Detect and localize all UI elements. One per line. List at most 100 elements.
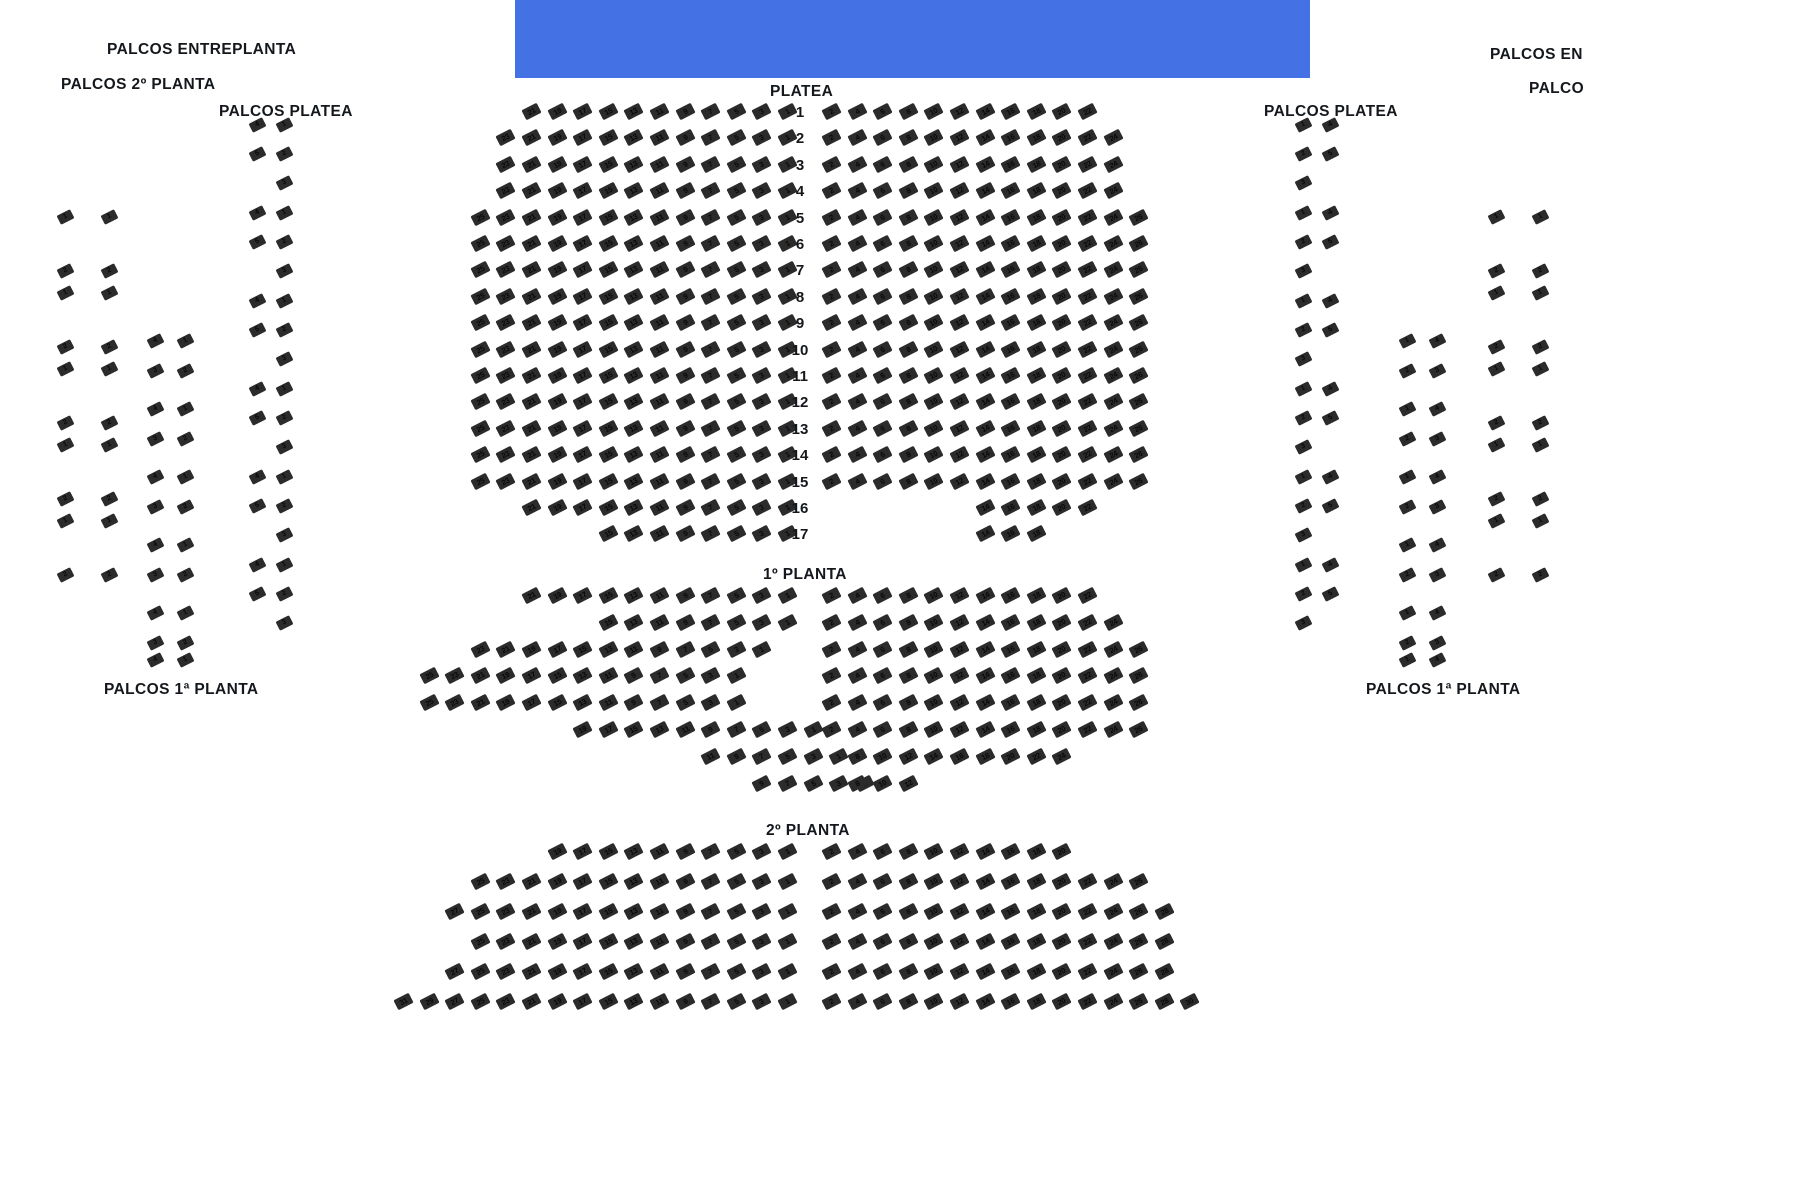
planta2-seat[interactable]: 2 xyxy=(821,842,842,861)
platea-seat[interactable]: 18 xyxy=(1026,261,1047,279)
platea-seat[interactable]: 17 xyxy=(572,393,593,411)
planta2-seat[interactable]: 7 xyxy=(700,992,721,1011)
palco-seat[interactable]: 1 xyxy=(1398,401,1417,417)
platea-seat[interactable]: 3 xyxy=(751,525,772,543)
planta1-seat[interactable]: 13 xyxy=(623,613,644,632)
platea-seat[interactable]: 5 xyxy=(726,208,747,226)
platea-seat[interactable]: 12 xyxy=(949,287,970,306)
planta2-seat[interactable]: 14 xyxy=(975,872,996,891)
palco-seat[interactable]: 4 xyxy=(248,381,267,397)
platea-seat[interactable]: 19 xyxy=(547,234,568,253)
platea-seat[interactable]: 20 xyxy=(1051,340,1072,358)
platea-seat[interactable]: 20 xyxy=(1051,261,1072,279)
planta2-seat[interactable]: 10 xyxy=(923,962,944,981)
platea-seat[interactable]: 23 xyxy=(495,181,516,200)
planta2-seat[interactable]: 12 xyxy=(949,932,970,951)
platea-seat[interactable]: 20 xyxy=(1051,287,1072,306)
platea-seat[interactable]: 19 xyxy=(547,181,568,200)
planta1-seat[interactable]: 18 xyxy=(1026,720,1047,739)
platea-seat[interactable]: 7 xyxy=(700,340,721,358)
platea-seat[interactable]: 5 xyxy=(726,445,747,464)
palco-seat[interactable]: 4 xyxy=(146,652,165,668)
platea-seat[interactable]: 21 xyxy=(521,498,542,517)
platea-seat[interactable]: 17 xyxy=(572,129,593,147)
palco-seat[interactable]: 2 xyxy=(56,491,75,507)
platea-seat[interactable]: 10 xyxy=(923,155,944,174)
palco-seat[interactable]: 2 xyxy=(275,586,294,602)
planta1-seat[interactable]: 7 xyxy=(649,667,670,685)
planta1-seat[interactable]: 12 xyxy=(949,586,970,605)
platea-seat[interactable]: 8 xyxy=(898,393,919,411)
platea-seat[interactable]: 25 xyxy=(470,313,491,332)
planta1-seat[interactable]: 16 xyxy=(949,747,970,766)
planta2-seat[interactable]: 26 xyxy=(1128,962,1149,981)
planta1-seat[interactable]: 9 xyxy=(675,613,696,632)
platea-seat[interactable]: 2 xyxy=(821,313,842,332)
palco-seat[interactable]: 4 xyxy=(248,557,267,573)
platea-seat[interactable]: 17 xyxy=(572,287,593,306)
platea-seat[interactable]: 16 xyxy=(1000,102,1021,121)
planta1-seat[interactable]: 3 xyxy=(726,640,747,658)
planta2-seat[interactable]: 8 xyxy=(898,932,919,951)
platea-seat[interactable]: 13 xyxy=(623,340,644,358)
platea-seat[interactable]: 11 xyxy=(649,393,670,411)
platea-seat[interactable]: 23 xyxy=(495,472,516,490)
platea-seat[interactable]: 10 xyxy=(923,472,944,490)
platea-seat[interactable]: 14 xyxy=(975,340,996,358)
platea-seat[interactable]: 12 xyxy=(949,445,970,464)
platea-seat[interactable]: 18 xyxy=(1026,340,1047,358)
platea-seat[interactable]: 14 xyxy=(975,498,996,517)
planta2-seat[interactable]: 1 xyxy=(777,872,798,891)
platea-seat[interactable]: 5 xyxy=(726,340,747,358)
palco-seat[interactable]: 3 xyxy=(1294,439,1313,455)
platea-seat[interactable]: 19 xyxy=(547,208,568,226)
platea-seat[interactable]: 9 xyxy=(675,234,696,253)
planta1-seat[interactable]: 25 xyxy=(419,667,440,685)
planta1-seat[interactable]: 4 xyxy=(847,613,868,632)
platea-seat[interactable]: 24 xyxy=(1103,419,1124,438)
platea-seat[interactable]: 3 xyxy=(751,393,772,411)
planta1-seat[interactable]: 5 xyxy=(675,693,696,712)
palco-seat[interactable]: 1 xyxy=(275,557,294,573)
platea-seat[interactable]: 19 xyxy=(547,340,568,358)
platea-seat[interactable]: 4 xyxy=(847,102,868,121)
planta1-seat[interactable]: 17 xyxy=(521,667,542,685)
platea-seat[interactable]: 12 xyxy=(949,472,970,490)
planta2-seat[interactable]: 11 xyxy=(649,902,670,921)
planta1-seat[interactable]: 1 xyxy=(777,586,798,605)
platea-seat[interactable]: 2 xyxy=(821,393,842,411)
platea-seat[interactable]: 6 xyxy=(872,445,893,464)
platea-seat[interactable]: 13 xyxy=(623,181,644,200)
planta2-seat[interactable]: 6 xyxy=(872,992,893,1011)
planta1-seat[interactable]: 4 xyxy=(847,667,868,685)
planta1-seat[interactable]: 19 xyxy=(547,586,568,605)
planta2-seat[interactable]: 28 xyxy=(1154,962,1175,981)
platea-seat[interactable]: 3 xyxy=(751,419,772,438)
platea-seat[interactable]: 20 xyxy=(1051,181,1072,200)
platea-seat[interactable]: 14 xyxy=(975,181,996,200)
planta2-seat[interactable]: 21 xyxy=(521,902,542,921)
palco-seat[interactable]: 2 xyxy=(176,635,195,651)
platea-seat[interactable]: 21 xyxy=(521,234,542,253)
planta1-seat[interactable]: 6 xyxy=(872,613,893,632)
platea-seat[interactable]: 4 xyxy=(847,419,868,438)
platea-seat[interactable]: 15 xyxy=(598,287,619,306)
platea-seat[interactable]: 19 xyxy=(547,366,568,385)
planta2-seat[interactable]: 21 xyxy=(521,962,542,981)
platea-seat[interactable]: 3 xyxy=(751,208,772,226)
palco-seat[interactable]: 1 xyxy=(1294,293,1313,309)
platea-seat[interactable]: 19 xyxy=(547,419,568,438)
planta1-seat[interactable]: 12 xyxy=(949,720,970,739)
platea-seat[interactable]: 25 xyxy=(470,340,491,358)
platea-seat[interactable]: 19 xyxy=(547,287,568,306)
platea-seat[interactable]: 22 xyxy=(1077,472,1098,490)
planta2-seat[interactable]: 20 xyxy=(1051,872,1072,891)
planta2-seat[interactable]: 25 xyxy=(470,902,491,921)
platea-seat[interactable]: 16 xyxy=(1000,261,1021,279)
planta2-seat[interactable]: 15 xyxy=(598,902,619,921)
planta2-seat[interactable]: 19 xyxy=(547,872,568,891)
platea-seat[interactable]: 7 xyxy=(700,287,721,306)
palco-seat[interactable]: 3 xyxy=(1428,567,1447,583)
palco-seat[interactable]: 4 xyxy=(1428,333,1447,349)
planta2-seat[interactable]: 17 xyxy=(572,842,593,861)
